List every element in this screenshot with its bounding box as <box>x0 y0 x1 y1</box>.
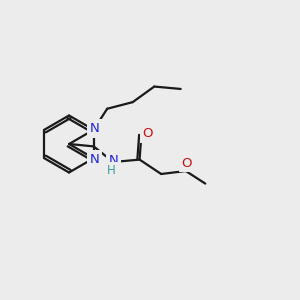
Text: N: N <box>89 153 99 166</box>
Text: N: N <box>108 154 118 167</box>
Text: O: O <box>182 157 192 170</box>
Text: N: N <box>89 122 99 135</box>
Text: O: O <box>143 127 153 140</box>
Text: H: H <box>107 164 116 177</box>
